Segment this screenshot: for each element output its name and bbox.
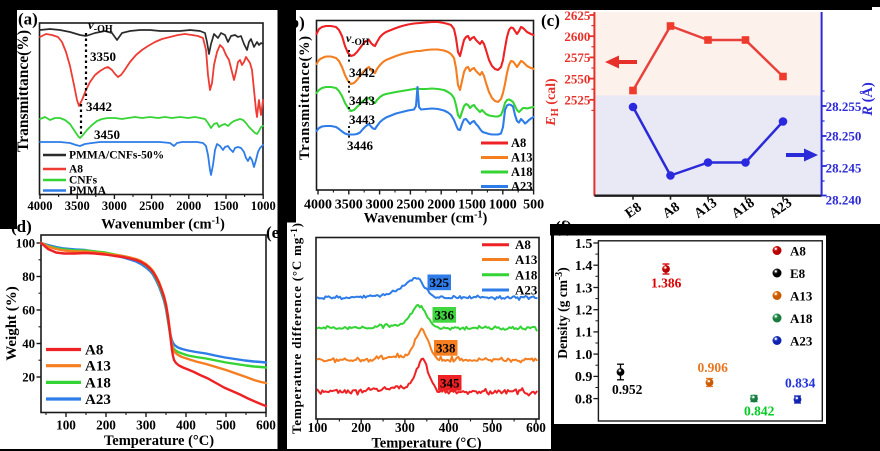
- svg-text:0.906: 0.906: [698, 360, 729, 375]
- svg-text:3350: 3350: [90, 49, 116, 64]
- svg-text:2600: 2600: [564, 29, 590, 44]
- svg-text:2500: 2500: [396, 198, 424, 213]
- svg-text:28.255: 28.255: [826, 99, 862, 114]
- svg-text:0.9: 0.9: [575, 370, 593, 385]
- svg-text:100: 100: [56, 418, 76, 433]
- svg-text:A13: A13: [511, 150, 533, 164]
- svg-text:3446: 3446: [347, 138, 374, 153]
- svg-text:0.834: 0.834: [785, 376, 816, 391]
- svg-text:300: 300: [136, 418, 156, 433]
- svg-text:325: 325: [429, 275, 449, 290]
- svg-text:60: 60: [22, 304, 35, 318]
- svg-text:Transmittance(%): Transmittance(%): [15, 30, 32, 152]
- svg-text:A18: A18: [85, 375, 111, 391]
- svg-text:300: 300: [395, 420, 415, 435]
- svg-text:Temperature (°C): Temperature (°C): [104, 433, 214, 449]
- svg-text:3450: 3450: [94, 127, 120, 142]
- svg-text:2000: 2000: [427, 198, 455, 213]
- svg-text:1.3: 1.3: [575, 281, 593, 296]
- svg-text:3443: 3443: [349, 93, 376, 108]
- svg-text:1000: 1000: [489, 198, 517, 213]
- svg-text:400: 400: [176, 418, 196, 433]
- svg-text:A8: A8: [85, 343, 103, 359]
- svg-text:3500: 3500: [335, 198, 363, 213]
- svg-text:1.1: 1.1: [575, 326, 593, 341]
- svg-text:2550: 2550: [564, 71, 590, 86]
- svg-text:500: 500: [482, 420, 502, 435]
- svg-text:1.0: 1.0: [575, 348, 593, 363]
- svg-text:0.952: 0.952: [612, 382, 643, 397]
- svg-text:A18: A18: [515, 267, 538, 282]
- svg-text:100: 100: [308, 420, 328, 435]
- svg-text:500: 500: [216, 418, 236, 433]
- svg-text:1.5: 1.5: [575, 237, 593, 252]
- svg-text:A13: A13: [515, 252, 538, 267]
- svg-text:1.386: 1.386: [651, 276, 682, 291]
- svg-text:3442: 3442: [349, 65, 375, 80]
- svg-text:345: 345: [440, 376, 460, 391]
- svg-text:28.245: 28.245: [826, 160, 862, 175]
- svg-text:Temperature difference (°C mg-: Temperature difference (°C mg-1): [289, 223, 304, 434]
- svg-text:2525: 2525: [564, 93, 591, 108]
- svg-text:Density (g cm-3): Density (g cm-3): [554, 267, 570, 359]
- svg-text:Wavenumber (cm-1): Wavenumber (cm-1): [364, 210, 488, 227]
- svg-text:200: 200: [96, 418, 116, 433]
- svg-text:1.4: 1.4: [575, 259, 593, 274]
- svg-text:200: 200: [351, 420, 371, 435]
- svg-text:A23: A23: [515, 283, 538, 298]
- svg-text:A18: A18: [511, 165, 533, 179]
- svg-text:(c): (c): [541, 11, 560, 30]
- svg-text:336: 336: [434, 308, 454, 323]
- svg-text:28.250: 28.250: [826, 128, 862, 143]
- svg-text:4000: 4000: [28, 199, 53, 213]
- svg-text:Weight (%): Weight (%): [4, 286, 20, 361]
- svg-text:A23: A23: [85, 392, 111, 408]
- svg-text:A23: A23: [511, 179, 533, 193]
- svg-text:1500: 1500: [214, 199, 239, 213]
- svg-text:3443: 3443: [349, 112, 376, 127]
- svg-text:CNFs: CNFs: [69, 175, 98, 187]
- svg-text:Temperature (°C): Temperature (°C): [371, 436, 481, 451]
- svg-text:2575: 2575: [564, 50, 591, 65]
- svg-text:600: 600: [526, 420, 546, 435]
- svg-text:EH (cal): EH (cal): [544, 78, 561, 127]
- svg-text:100: 100: [16, 237, 35, 251]
- svg-text:Wavenumber (cm-1): Wavenumber (cm-1): [101, 216, 225, 233]
- svg-text:80: 80: [22, 270, 35, 284]
- svg-text:A18: A18: [790, 311, 813, 326]
- svg-text:A8: A8: [515, 237, 531, 252]
- svg-text:500: 500: [523, 198, 544, 213]
- svg-text:A13: A13: [790, 288, 813, 303]
- svg-text:0.842: 0.842: [744, 404, 775, 419]
- svg-text:400: 400: [439, 420, 459, 435]
- svg-text:PMMA/CNFs-50%: PMMA/CNFs-50%: [69, 150, 164, 162]
- svg-text:600: 600: [256, 418, 276, 433]
- svg-text:1.2: 1.2: [575, 304, 593, 319]
- svg-text:A13: A13: [85, 359, 111, 375]
- svg-text:2000: 2000: [176, 199, 201, 213]
- svg-text:A8: A8: [511, 136, 526, 150]
- svg-text:A23: A23: [790, 333, 813, 348]
- svg-text:2500: 2500: [139, 199, 164, 213]
- svg-text:338: 338: [436, 341, 456, 356]
- svg-text:R (Å): R (Å): [860, 82, 876, 117]
- svg-text:A8: A8: [69, 164, 83, 176]
- svg-text:1000: 1000: [251, 199, 276, 213]
- svg-text:3000: 3000: [366, 198, 394, 213]
- svg-text:20: 20: [22, 371, 35, 385]
- svg-text:28.240: 28.240: [826, 192, 862, 207]
- svg-text:(a): (a): [18, 10, 38, 29]
- svg-text:40: 40: [22, 337, 35, 351]
- svg-text:Transmittance(%): Transmittance(%): [297, 36, 313, 160]
- svg-text:0.8: 0.8: [575, 392, 593, 407]
- svg-text:3442: 3442: [86, 99, 112, 114]
- svg-text:3500: 3500: [65, 199, 90, 213]
- svg-text:PMMA: PMMA: [69, 185, 107, 197]
- svg-text:3000: 3000: [102, 199, 127, 213]
- svg-text:A8: A8: [790, 243, 806, 258]
- svg-text:1500: 1500: [458, 198, 486, 213]
- svg-text:E8: E8: [790, 266, 806, 281]
- svg-text:2625: 2625: [564, 8, 591, 23]
- svg-text:4000: 4000: [304, 198, 332, 213]
